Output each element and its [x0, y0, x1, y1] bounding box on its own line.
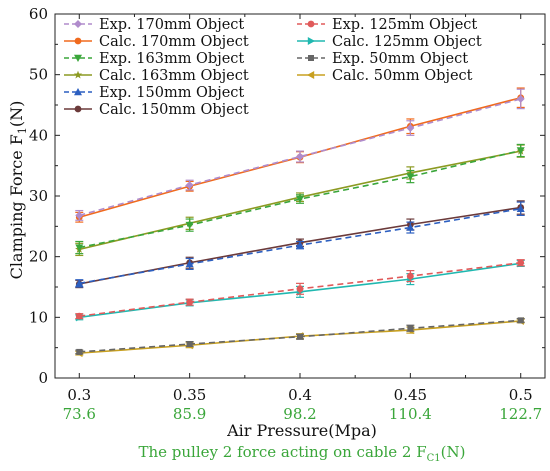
data-point — [517, 259, 525, 267]
x-axis-label: Air Pressure(Mpa) — [226, 421, 377, 440]
legend-swatch-marker — [307, 37, 315, 45]
data-point — [75, 211, 84, 220]
legend-label: Exp. 163mm Object — [99, 51, 244, 67]
y-tick-label: 40 — [29, 126, 48, 144]
x-tick-label: 0.45 — [394, 386, 427, 404]
legend-entry: Exp. 125mm Object — [297, 17, 477, 33]
data-point — [297, 333, 303, 340]
legend-swatch-marker — [74, 54, 82, 62]
x-secondary-tick-label: 98.2 — [283, 405, 316, 423]
data-point — [296, 195, 304, 204]
legend-entry: Calc. 163mm Object — [64, 68, 249, 84]
x-tick-label: 0.3 — [67, 386, 91, 404]
data-point — [516, 204, 525, 212]
x-secondary-tick-label: 73.6 — [63, 405, 96, 423]
legend-swatch-marker — [307, 71, 315, 79]
legend-entry: Calc. 125mm Object — [297, 34, 482, 50]
series-2 — [75, 143, 525, 255]
legend-label: Calc. 125mm Object — [332, 34, 482, 50]
x-secondary-tick-label: 110.4 — [389, 405, 432, 423]
data-point — [516, 147, 525, 155]
data-point — [516, 94, 525, 103]
legend-swatch-marker — [74, 20, 82, 28]
y-tick-label: 0 — [38, 369, 48, 387]
series-line — [79, 149, 521, 249]
data-point — [75, 312, 83, 320]
legend-swatch-marker — [74, 37, 82, 45]
legend-entry: Calc. 170mm Object — [64, 34, 249, 50]
legend-entry: Exp. 170mm Object — [64, 17, 244, 33]
x-tick-label: 0.35 — [173, 386, 206, 404]
legend-entry: Calc. 50mm Object — [297, 68, 473, 84]
series-layer — [75, 87, 525, 358]
data-point — [406, 272, 414, 280]
legend-label: Calc. 150mm Object — [99, 102, 249, 118]
x-secondary-tick-label: 122.7 — [499, 405, 542, 423]
y-tick-label: 20 — [29, 248, 48, 266]
data-point — [185, 259, 194, 268]
series-4 — [75, 201, 525, 288]
x-tick-label: 0.5 — [509, 386, 533, 404]
series-6 — [75, 259, 525, 320]
data-point — [186, 341, 193, 348]
data-point — [296, 285, 304, 293]
data-point — [185, 221, 194, 230]
legend-entry: Calc. 150mm Object — [64, 102, 249, 118]
legend-label: Exp. 170mm Object — [99, 17, 244, 33]
legend-swatch-marker — [74, 88, 82, 96]
data-point — [406, 173, 415, 181]
legend-label: Exp. 150mm Object — [99, 85, 244, 101]
secondary-x-axis-label: The pulley 2 force acting on cable 2 FC1… — [138, 443, 465, 464]
data-point — [517, 317, 524, 324]
y-axis-label: Clamping Force F1(N) — [7, 101, 29, 280]
y-tick-label: 30 — [29, 187, 48, 205]
legend-swatch-marker — [308, 55, 314, 61]
series-line — [79, 98, 521, 217]
legend-entry: Exp. 163mm Object — [64, 51, 244, 67]
y-tick-label: 50 — [29, 66, 48, 84]
x-tick-label: 0.4 — [288, 386, 312, 404]
data-point — [185, 181, 194, 190]
data-point — [75, 279, 84, 287]
y-tick-label: 60 — [29, 5, 48, 23]
data-point — [407, 325, 414, 332]
y-tick-label: 10 — [29, 308, 48, 326]
data-point — [296, 152, 304, 161]
data-point — [406, 124, 415, 133]
y-axis-ticks: 0 10 20 30 40 50 60 — [29, 5, 545, 387]
data-point — [75, 244, 84, 252]
legend-label: Calc. 170mm Object — [99, 34, 249, 50]
data-point — [76, 348, 83, 355]
series-8 — [75, 317, 525, 355]
data-point — [406, 223, 415, 231]
legend-swatch-marker — [73, 70, 83, 79]
legend-label: Exp. 50mm Object — [332, 51, 468, 67]
legend-entry: Exp. 150mm Object — [64, 85, 244, 101]
data-point — [186, 298, 194, 306]
legend-entry: Exp. 50mm Object — [297, 51, 468, 67]
series-0 — [75, 88, 525, 221]
legend-label: Calc. 50mm Object — [332, 68, 473, 84]
legend-label: Calc. 163mm Object — [99, 68, 249, 84]
legend-label: Exp. 125mm Object — [332, 17, 477, 33]
legend-swatch-marker — [74, 105, 82, 113]
legend-swatch-marker — [307, 20, 315, 28]
x-secondary-tick-label: 85.9 — [173, 405, 206, 423]
data-point — [296, 241, 304, 249]
